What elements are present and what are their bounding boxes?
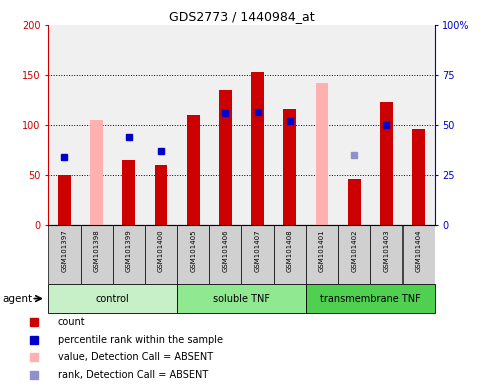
Text: value, Detection Call = ABSENT: value, Detection Call = ABSENT — [58, 353, 213, 362]
Bar — [402, 225, 435, 284]
Bar — [348, 179, 361, 225]
Text: GSM101406: GSM101406 — [222, 229, 228, 272]
Bar — [155, 165, 168, 225]
Text: percentile rank within the sample: percentile rank within the sample — [58, 334, 223, 344]
Text: GSM101399: GSM101399 — [126, 229, 132, 272]
Text: GSM101407: GSM101407 — [255, 229, 261, 272]
Bar — [90, 120, 103, 225]
Text: GSM101402: GSM101402 — [351, 229, 357, 272]
Bar — [284, 109, 296, 225]
Bar — [412, 129, 425, 225]
Text: GSM101403: GSM101403 — [384, 229, 389, 272]
Bar — [187, 115, 199, 225]
Text: soluble TNF: soluble TNF — [213, 293, 270, 304]
Bar — [81, 225, 113, 284]
Text: GDS2773 / 1440984_at: GDS2773 / 1440984_at — [169, 10, 314, 23]
Bar — [306, 225, 338, 284]
Bar — [122, 160, 135, 225]
Bar — [315, 83, 328, 225]
Bar — [306, 284, 435, 313]
Text: GSM101404: GSM101404 — [415, 229, 422, 272]
Bar — [219, 90, 232, 225]
Text: count: count — [58, 317, 85, 327]
Bar — [274, 225, 306, 284]
Text: agent: agent — [2, 293, 32, 304]
Text: control: control — [96, 293, 129, 304]
Bar — [338, 225, 370, 284]
Text: GSM101397: GSM101397 — [61, 229, 68, 272]
Bar — [48, 284, 177, 313]
Bar — [209, 225, 242, 284]
Bar — [113, 225, 145, 284]
Bar — [58, 175, 71, 225]
Bar — [380, 102, 393, 225]
Text: GSM101400: GSM101400 — [158, 229, 164, 272]
Bar — [242, 225, 274, 284]
Text: GSM101408: GSM101408 — [287, 229, 293, 272]
Text: GSM101405: GSM101405 — [190, 229, 196, 272]
Text: rank, Detection Call = ABSENT: rank, Detection Call = ABSENT — [58, 370, 208, 380]
Bar — [145, 225, 177, 284]
Bar — [177, 225, 209, 284]
Bar — [251, 72, 264, 225]
Bar — [48, 225, 81, 284]
Bar — [177, 284, 306, 313]
Text: GSM101398: GSM101398 — [94, 229, 99, 272]
Text: GSM101401: GSM101401 — [319, 229, 325, 272]
Bar — [370, 225, 402, 284]
Text: transmembrane TNF: transmembrane TNF — [320, 293, 421, 304]
